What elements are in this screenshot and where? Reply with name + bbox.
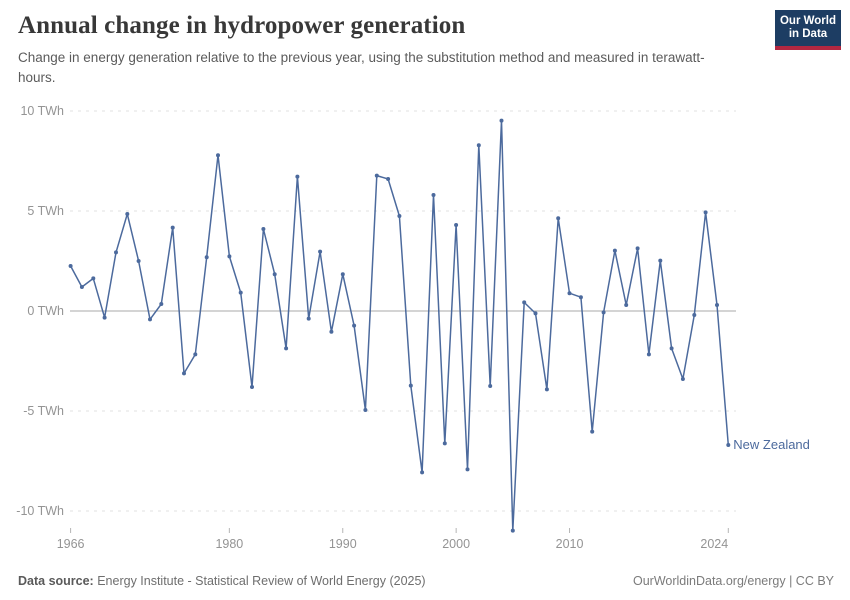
data-point[interactable] <box>114 250 118 255</box>
data-point[interactable] <box>499 118 504 123</box>
license-note[interactable]: OurWorldinData.org/energy | CC BY <box>632 574 834 588</box>
owid-logo-line1: Our World <box>779 14 836 27</box>
data-point[interactable] <box>318 249 323 254</box>
data-point[interactable] <box>658 258 663 263</box>
data-point[interactable] <box>510 528 515 533</box>
data-point[interactable] <box>635 246 640 251</box>
data-source-note: Data source: Energy Institute - Statisti… <box>18 574 426 588</box>
chart-footer: Data source: Energy Institute - Statisti… <box>0 566 850 600</box>
data-point[interactable] <box>567 291 572 296</box>
data-point[interactable] <box>250 385 254 389</box>
data-point[interactable] <box>669 346 674 351</box>
data-point[interactable] <box>680 377 685 381</box>
data-point[interactable] <box>601 310 606 315</box>
data-point[interactable] <box>442 441 447 446</box>
data-point[interactable] <box>431 193 436 197</box>
data-point[interactable] <box>238 290 243 295</box>
data-point[interactable] <box>102 315 107 320</box>
x-tick-label: 1990 <box>329 537 357 551</box>
data-point[interactable] <box>148 317 152 322</box>
x-tick-label: 2000 <box>442 537 470 551</box>
data-point[interactable] <box>329 329 334 334</box>
chart-header: Annual change in hydropower generation C… <box>18 12 758 87</box>
data-point[interactable] <box>726 443 731 447</box>
line-chart-svg: 10 TWh 5 TWh 0 TWh -5 TWh -10 TWh 1966 1980 199… <box>16 104 810 551</box>
data-point[interactable] <box>420 470 425 475</box>
data-source-label: Data source: <box>18 574 94 588</box>
data-point[interactable] <box>216 153 220 158</box>
data-point[interactable] <box>578 295 583 300</box>
data-point[interactable] <box>692 313 697 317</box>
y-tick-label: 5 TWh <box>27 204 64 218</box>
data-point[interactable] <box>136 259 141 263</box>
data-point[interactable] <box>612 248 617 253</box>
y-tick-label: -5 TWh <box>23 404 64 418</box>
data-point[interactable] <box>386 177 391 181</box>
data-point[interactable] <box>454 223 459 227</box>
data-point[interactable] <box>646 352 651 357</box>
x-tick-label: 1980 <box>215 537 243 551</box>
data-point[interactable] <box>397 214 402 218</box>
data-point[interactable] <box>125 212 130 216</box>
data-point[interactable] <box>227 254 232 259</box>
chart-area: 10 TWh 5 TWh 0 TWh -5 TWh -10 TWh 1966 1980 199… <box>0 95 850 555</box>
data-point[interactable] <box>544 387 549 392</box>
x-tick-label: 1966 <box>57 537 85 551</box>
data-point[interactable] <box>159 302 164 306</box>
owid-logo[interactable]: Our World in Data <box>775 10 841 50</box>
data-point[interactable] <box>204 255 209 260</box>
data-point[interactable] <box>476 143 481 148</box>
page-title: Annual change in hydropower generation <box>18 12 466 39</box>
data-point[interactable] <box>284 346 289 351</box>
data-point[interactable] <box>170 225 175 230</box>
data-point[interactable] <box>182 371 186 376</box>
data-point[interactable] <box>340 272 345 277</box>
y-tick-label: 10 TWh <box>20 104 64 118</box>
data-point[interactable] <box>193 352 198 357</box>
data-point[interactable] <box>533 311 538 316</box>
data-point[interactable] <box>295 174 300 179</box>
data-point[interactable] <box>261 227 266 231</box>
data-point[interactable] <box>306 316 311 321</box>
data-point[interactable] <box>556 216 561 221</box>
data-point[interactable] <box>488 384 493 388</box>
data-point[interactable] <box>91 276 96 281</box>
x-tick-label: 2010 <box>556 537 584 551</box>
data-point[interactable] <box>79 285 84 289</box>
data-point[interactable] <box>715 303 719 307</box>
data-point[interactable] <box>68 264 73 268</box>
x-tick-label: 2024 <box>700 537 728 551</box>
data-source-text: Energy Institute - Statistical Review of… <box>93 574 426 588</box>
series-line <box>69 119 730 532</box>
data-point[interactable] <box>363 408 368 412</box>
data-point[interactable] <box>374 173 379 178</box>
data-point[interactable] <box>624 303 629 307</box>
data-point[interactable] <box>590 429 595 434</box>
y-tick-label: 0 TWh <box>27 304 64 318</box>
data-point[interactable] <box>272 272 277 277</box>
y-tick-label: -10 TWh <box>16 504 64 518</box>
chart-subtitle: Change in energy generation relative to … <box>18 50 705 85</box>
data-point[interactable] <box>352 323 357 328</box>
data-point[interactable] <box>465 467 470 472</box>
data-point[interactable] <box>522 300 527 305</box>
series-label[interactable]: New Zealand <box>733 437 810 452</box>
data-point[interactable] <box>703 210 708 215</box>
data-point[interactable] <box>408 383 413 388</box>
owid-logo-line2: in Data <box>788 28 828 40</box>
